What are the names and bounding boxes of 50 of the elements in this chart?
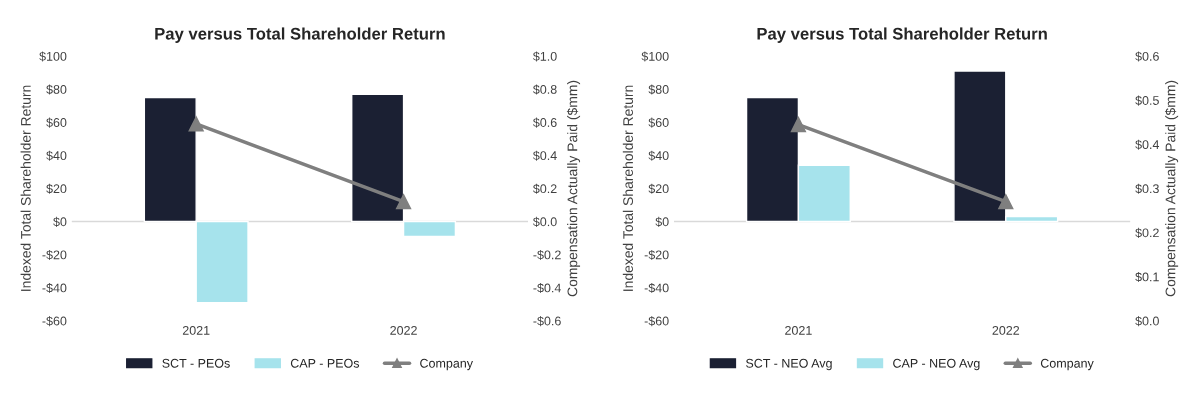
y-tick-label: -$20 [42, 249, 67, 261]
legend-label: Company [1040, 358, 1094, 371]
chart-title: Pay versus Total Shareholder Return [155, 27, 445, 43]
y-tick-label: $60 [648, 117, 669, 128]
x-tick-label: 2022 [992, 325, 1020, 335]
legend-label: CAP - NEO Avg [893, 358, 980, 371]
y2-tick-label: $0.8 [532, 84, 557, 95]
y-tick-label: $100 [39, 51, 67, 62]
y2-tick-label: $0.2 [532, 183, 557, 194]
y2-tick-label: $0.0 [532, 216, 557, 227]
legend-label: SCT - PEOs [162, 358, 230, 368]
y2-axis-title: Compensation Actually Paid ($mm) [1164, 80, 1179, 297]
y2-tick-label: -$0.4 [533, 282, 561, 294]
y2-tick-label: $0.1 [1135, 271, 1159, 283]
chart-title: Pay versus Total Shareholder Return [757, 27, 1047, 43]
y-tick-label: $100 [641, 51, 669, 62]
y2-tick-label: -$0.6 [533, 316, 561, 327]
x-tick-label: 2022 [390, 325, 417, 335]
y2-tick-label: $0.2 [1135, 227, 1159, 238]
y-tick-label: $80 [648, 84, 669, 95]
y-tick-label: $60 [46, 117, 67, 128]
y2-tick-label: $0.4 [532, 150, 557, 161]
x-tick-label: 2021 [785, 325, 812, 335]
y-tick-label: $0 [655, 216, 669, 227]
x-tick-label: 2021 [182, 325, 210, 335]
y-axis-title: Indexed Total Shareholder Return [20, 85, 31, 291]
legend-label: CAP - PEOs [290, 358, 360, 368]
y2-tick-label: $0.5 [1135, 95, 1159, 106]
legend-label: Company [420, 358, 473, 371]
y-tick-label: -$40 [644, 282, 669, 294]
y2-tick-label: $0.6 [532, 117, 557, 128]
y2-tick-label: $0.0 [1135, 316, 1159, 327]
y-tick-label: -$20 [644, 249, 669, 261]
legend-label: SCT - NEO Avg [745, 358, 832, 371]
y2-tick-label: $0.6 [1135, 51, 1159, 62]
y-axis-title: Indexed Total Shareholder Return [622, 85, 634, 291]
y-tick-label: $40 [648, 150, 669, 161]
y-tick-label: -$60 [644, 316, 669, 327]
y2-tick-label: $0.3 [1135, 183, 1159, 194]
y-tick-label: $20 [46, 183, 67, 194]
y-tick-label: -$40 [42, 282, 67, 294]
y2-axis-title: Compensation Actually Paid ($mm) [566, 80, 581, 297]
y-tick-label: $0 [53, 216, 67, 227]
y-tick-label: $40 [46, 150, 67, 161]
y2-tick-label: $1.0 [532, 51, 557, 62]
y-tick-label: -$60 [42, 316, 67, 327]
y-tick-label: $20 [648, 183, 669, 194]
y2-tick-label: -$0.2 [533, 249, 561, 261]
y2-tick-label: $0.4 [1135, 139, 1160, 150]
y-tick-label: $80 [46, 84, 67, 95]
